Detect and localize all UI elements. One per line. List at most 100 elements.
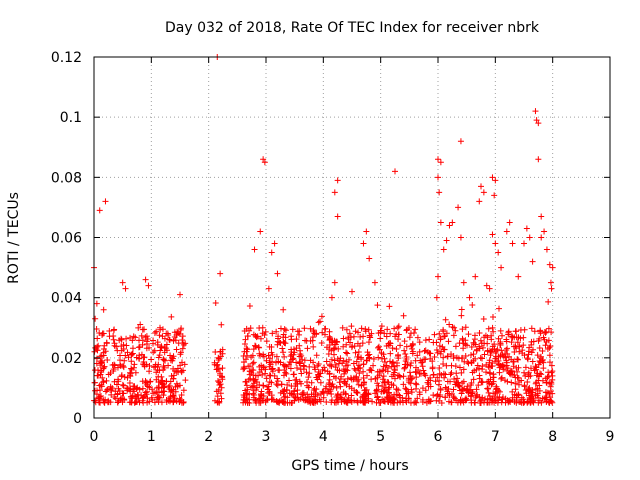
data-point (354, 389, 361, 396)
data-point (290, 371, 297, 378)
data-point (458, 390, 465, 397)
data-point (521, 369, 528, 376)
data-point (520, 342, 527, 349)
data-point (106, 328, 113, 335)
data-point (296, 328, 303, 335)
data-point (387, 330, 394, 337)
data-point (467, 393, 474, 400)
data-point (114, 399, 121, 406)
data-point (541, 228, 548, 235)
data-point (495, 249, 502, 256)
data-point (257, 392, 264, 399)
data-point (331, 357, 338, 364)
data-point (313, 330, 320, 337)
data-point (490, 371, 497, 378)
data-point (378, 355, 385, 362)
data-point (173, 346, 180, 353)
y-tick-label: 0.12 (51, 50, 82, 66)
data-point (393, 391, 400, 398)
data-point (412, 326, 419, 333)
data-point (403, 354, 410, 361)
data-point (443, 330, 450, 337)
data-point (390, 360, 397, 367)
data-point (342, 398, 349, 405)
data-point (251, 246, 258, 253)
data-point (431, 353, 438, 360)
data-point (490, 328, 497, 335)
data-point (486, 392, 493, 399)
data-point (374, 393, 381, 400)
data-point (130, 386, 137, 393)
data-point (215, 354, 222, 361)
data-point (242, 336, 249, 343)
data-point (435, 174, 441, 181)
data-point (488, 336, 495, 343)
data-point (155, 373, 162, 380)
data-point (93, 391, 100, 398)
data-point (478, 183, 484, 190)
data-point (394, 352, 401, 359)
data-point (139, 385, 146, 392)
data-point (327, 388, 334, 395)
data-point (266, 378, 273, 385)
data-point (331, 189, 338, 196)
data-point (496, 388, 503, 395)
data-point (312, 399, 319, 406)
data-point (502, 354, 509, 361)
data-point (397, 342, 404, 349)
data-point (145, 282, 152, 289)
data-point (392, 168, 398, 175)
data-point (281, 326, 288, 333)
data-point (127, 393, 134, 400)
data-point (368, 376, 375, 383)
data-point (528, 338, 535, 345)
data-point (268, 392, 275, 399)
data-point (460, 378, 467, 385)
data-point (327, 361, 334, 368)
data-point (249, 366, 256, 373)
data-point (166, 336, 173, 343)
data-point (94, 372, 101, 379)
data-point (116, 337, 123, 344)
data-point (419, 363, 426, 370)
data-point (177, 362, 184, 369)
data-point (334, 355, 341, 362)
data-point (283, 387, 290, 394)
data-point (172, 337, 179, 344)
data-point (244, 346, 251, 353)
data-point (421, 348, 428, 355)
data-point (336, 379, 343, 386)
data-point (127, 334, 134, 341)
data-point (244, 386, 251, 393)
data-point (100, 378, 107, 385)
data-point (479, 344, 486, 351)
data-point (107, 399, 114, 406)
data-point (91, 387, 98, 394)
data-point (160, 392, 167, 399)
data-point (247, 384, 254, 391)
data-point (129, 350, 136, 357)
data-point (503, 359, 510, 366)
data-point (497, 327, 504, 334)
data-point (142, 389, 149, 396)
data-point (504, 365, 511, 372)
data-point (343, 349, 350, 356)
data-point (394, 324, 401, 331)
data-point (274, 270, 281, 277)
data-point (263, 357, 270, 364)
data-point (320, 394, 327, 401)
chart-title: Day 032 of 2018, Rate Of TEC Index for r… (165, 20, 540, 36)
data-point (448, 369, 455, 376)
data-point (343, 341, 350, 348)
data-point (330, 373, 337, 380)
data-point (124, 349, 131, 356)
data-point (256, 363, 263, 370)
data-point (436, 330, 443, 337)
data-point (355, 381, 362, 388)
data-point (491, 399, 498, 406)
data-point (469, 389, 476, 396)
data-point (329, 381, 336, 388)
data-point (394, 362, 401, 369)
data-point (535, 361, 542, 368)
